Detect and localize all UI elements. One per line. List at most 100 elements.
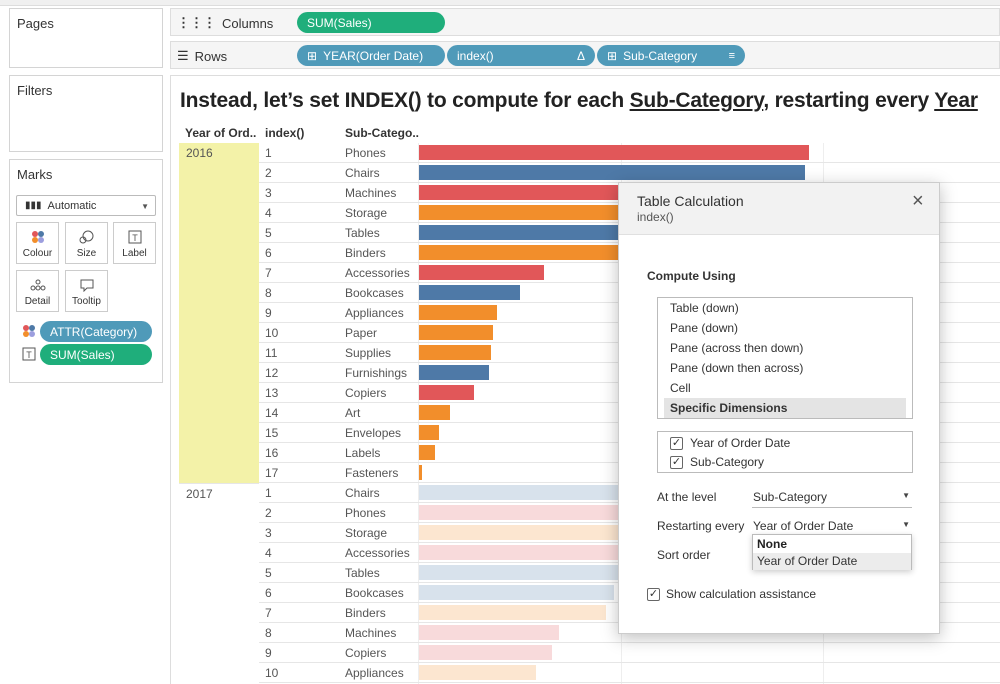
bar-copiers[interactable] (419, 645, 552, 660)
table-row[interactable]: 10 Appliances (259, 663, 1000, 683)
bar-bookcases[interactable] (419, 585, 614, 600)
columns-shelf-label: ⋮⋮⋮ Columns (177, 15, 274, 31)
option-pane-down-then-across[interactable]: Pane (down then across) (670, 361, 804, 375)
bar-envelopes[interactable] (419, 425, 439, 440)
row-subcategory: Phones (345, 146, 386, 160)
bar-chairs[interactable] (419, 165, 805, 180)
header-year[interactable]: Year of Ord.. (185, 126, 257, 140)
attr-category-pill[interactable]: ATTR(Category) (40, 321, 152, 342)
row-subcategory: Binders (345, 606, 386, 620)
bar-bookcases[interactable] (419, 285, 520, 300)
restart-option-year-row[interactable]: Year of Order Date (753, 553, 911, 570)
year-order-date-pill[interactable]: ⊞ YEAR(Order Date) (297, 45, 445, 66)
row-subcategory: Bookcases (345, 286, 404, 300)
option-table-down[interactable]: Table (down) (670, 301, 739, 315)
sort-icon: ≡ (728, 49, 735, 62)
columns-icon: ⋮⋮⋮ (177, 15, 216, 30)
bar-appliances[interactable] (419, 305, 497, 320)
row-index: 9 (265, 306, 272, 320)
close-icon[interactable]: × (912, 190, 924, 212)
chevron-down-icon: ▼ (902, 520, 910, 529)
sum-sales-mark-pill[interactable]: SUM(Sales) (40, 344, 152, 365)
header-subcategory[interactable]: Sub-Catego.. (345, 126, 419, 140)
option-cell[interactable]: Cell (670, 381, 691, 395)
detail-icon (30, 279, 45, 291)
row-index: 5 (265, 566, 272, 580)
checkbox-sub-category[interactable]: ✓ (670, 455, 683, 469)
detail-button[interactable]: Detail (16, 270, 59, 312)
header-index[interactable]: index() (265, 126, 305, 140)
row-index: 9 (265, 646, 272, 660)
bar-phones[interactable] (419, 145, 809, 160)
dimensions-list: ✓ Year of Order Date ✓ Sub-Category (657, 431, 913, 473)
row-index: 3 (265, 186, 272, 200)
size-label: Size (76, 248, 97, 259)
bar-furnishings[interactable] (419, 365, 489, 380)
table-row[interactable]: 2 Chairs (259, 163, 1000, 183)
row-index: 12 (265, 366, 279, 380)
columns-shelf[interactable]: ⋮⋮⋮ Columns SUM(Sales) (170, 8, 1000, 36)
size-button[interactable]: Size (65, 222, 108, 264)
option-pane-across-then-down[interactable]: Pane (across then down) (670, 341, 804, 355)
mark-type-dropdown[interactable]: ▮▮▮ Automatic ▼ (16, 195, 156, 216)
bar-labels[interactable] (419, 445, 435, 460)
bar-tables[interactable] (419, 565, 673, 580)
bar-machines[interactable] (419, 625, 559, 640)
row-subcategory: Appliances (345, 666, 404, 680)
show-assistance-row[interactable]: ✓ Show calculation assistance (647, 587, 816, 601)
bar-binders[interactable] (419, 605, 606, 620)
row-index: 8 (265, 286, 272, 300)
at-level-dropdown[interactable]: Sub-Category ▼ (752, 488, 912, 508)
bar-copiers[interactable] (419, 385, 474, 400)
row-index: 17 (265, 466, 279, 480)
restarting-every-label: Restarting every (657, 519, 745, 533)
table-row[interactable]: 9 Copiers (259, 643, 1000, 663)
option-pane-down[interactable]: Pane (down) (670, 321, 739, 335)
option-specific-dimensions[interactable]: Specific Dimensions (664, 398, 906, 418)
year-2016-pane[interactable]: 2016 (179, 143, 259, 483)
row-subcategory: Fasteners (345, 466, 399, 480)
rows-icon: ☰ (177, 48, 189, 63)
bar-appliances[interactable] (419, 665, 536, 680)
bar-art[interactable] (419, 405, 450, 420)
pages-card[interactable]: Pages (9, 8, 163, 68)
row-index: 7 (265, 266, 272, 280)
row-subcategory: Phones (345, 506, 386, 520)
filters-card[interactable]: Filters (9, 75, 163, 152)
compute-using-list[interactable]: Table (down) Pane (down) Pane (across th… (657, 297, 913, 419)
row-subcategory: Accessories (345, 546, 410, 560)
label-label: Label (122, 248, 147, 259)
bar-fasteners[interactable] (419, 465, 422, 480)
size-icon (79, 230, 93, 244)
checkbox-show-assistance[interactable]: ✓ (647, 587, 660, 601)
top-toolbar-strip (0, 0, 1000, 6)
tooltip-button[interactable]: Tooltip (65, 270, 108, 312)
bar-supplies[interactable] (419, 345, 491, 360)
restart-option-none[interactable]: None (757, 537, 787, 551)
sum-sales-column-pill[interactable]: SUM(Sales) (297, 12, 445, 33)
row-index: 10 (265, 326, 279, 340)
colour-button[interactable]: Colour (16, 222, 59, 264)
bar-accessories[interactable] (419, 265, 544, 280)
bar-paper[interactable] (419, 325, 493, 340)
index-pill[interactable]: index() Δ (447, 45, 595, 66)
bar-chart-icon: ▮▮▮ (25, 200, 42, 211)
expand-icon: ⊞ (307, 48, 318, 63)
year-2017-pane[interactable]: 2017 (179, 483, 259, 684)
sub-category-pill[interactable]: ⊞ Sub-Category ≡ (597, 45, 745, 66)
table-row[interactable]: 8 Machines (259, 623, 1000, 643)
dimension-year-row[interactable]: ✓ Year of Order Date (670, 436, 791, 450)
at-level-label: At the level (657, 490, 717, 504)
expand-icon: ⊞ (607, 48, 618, 63)
dimension-subcategory-row[interactable]: ✓ Sub-Category (670, 455, 765, 469)
table-row[interactable]: 1 Phones (259, 143, 1000, 163)
rows-shelf[interactable]: ☰ Rows ⊞ YEAR(Order Date) index() Δ ⊞ Su… (170, 41, 1000, 69)
row-subcategory: Envelopes (345, 426, 402, 440)
sum-sales-mark-label: SUM(Sales) (50, 347, 115, 362)
viz-title: Instead, let’s set INDEX() to compute fo… (180, 89, 978, 112)
dialog-header: Table Calculation index() × (619, 183, 939, 235)
checkbox-year-of-order-date[interactable]: ✓ (670, 436, 683, 450)
colour-label: Colour (22, 248, 53, 259)
label-button[interactable]: T Label (113, 222, 156, 264)
tooltip-label: Tooltip (72, 296, 101, 307)
